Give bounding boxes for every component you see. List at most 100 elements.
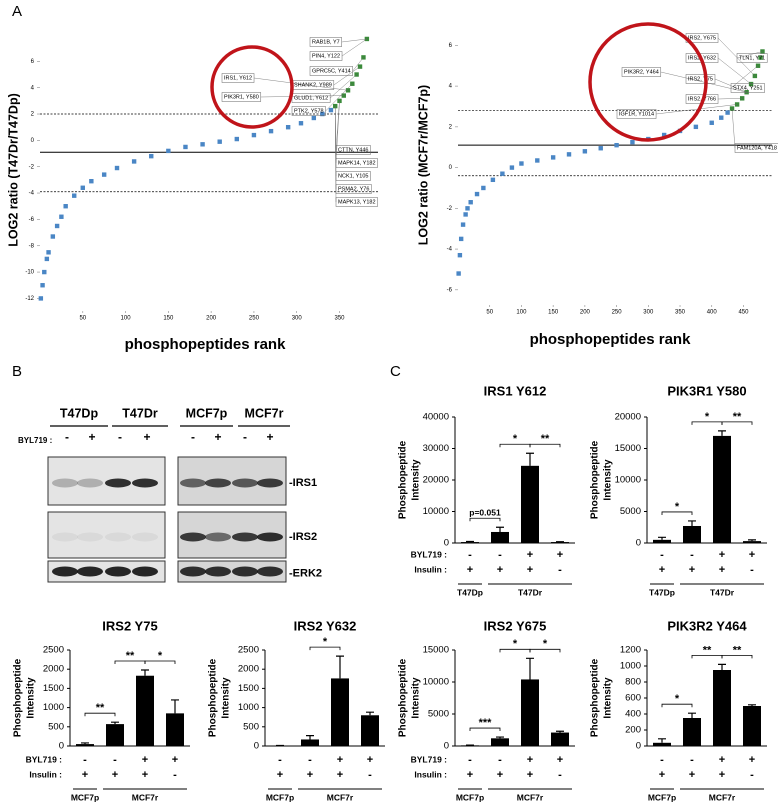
data-point [59, 214, 64, 219]
treatment-label: BYL719 : [18, 436, 52, 445]
y-tick-label: 500 [48, 721, 64, 732]
y-tick-label: -4 [447, 247, 453, 253]
condition-label: BYL719 : [26, 754, 63, 764]
data-point [114, 165, 120, 171]
error-bar [718, 430, 726, 436]
bar [461, 745, 479, 746]
annotation-leader [730, 65, 759, 89]
annotation-leader [335, 100, 340, 164]
condition-label: Insulin : [414, 564, 447, 574]
y-tick-label: 15000 [615, 443, 641, 454]
x-tick-label: 200 [580, 310, 591, 316]
error-bar [81, 742, 89, 745]
error-bar [748, 539, 756, 542]
bar [301, 739, 319, 746]
point-annotation: NCK1, Y105 [338, 173, 368, 179]
blot-band [105, 532, 131, 542]
annotation-leader [341, 38, 367, 43]
point-annotation: STX4, Y251 [733, 85, 763, 91]
treatment-sign: + [266, 430, 273, 444]
y-tick-label: 1500 [238, 683, 259, 694]
y-tick-label: -10 [25, 270, 34, 276]
bar [743, 706, 761, 746]
cell-line-label: MCF7r [245, 406, 284, 420]
y-axis-label: Phosphopeptide [13, 658, 24, 737]
blot-band [180, 566, 206, 577]
data-point [54, 223, 60, 229]
annotation-leader [325, 83, 353, 112]
blot-band [132, 566, 158, 577]
x-tick-label: 250 [249, 316, 260, 322]
significance-bracket [469, 517, 501, 522]
group-label: MCF7r [517, 792, 544, 802]
condition-sign: + [277, 769, 283, 781]
group-label: T47Dp [649, 587, 675, 597]
y-tick-label: 600 [625, 693, 641, 704]
band-label: -IRS1 [289, 477, 317, 489]
y-tick-label: 4 [31, 85, 35, 91]
condition-label: Insulin : [414, 769, 447, 779]
condition-sign: + [749, 549, 755, 561]
x-tick-label: 400 [707, 310, 718, 316]
blot-band [257, 478, 283, 488]
point-annotation: PIN4, Y122 [312, 53, 340, 59]
data-point [465, 206, 470, 211]
x-tick-label: 100 [516, 310, 527, 316]
blot-band [105, 566, 131, 577]
data-point [364, 36, 370, 42]
condition-sign: - [113, 754, 117, 766]
y-tick-label: 0 [636, 538, 641, 549]
blot-band [205, 532, 231, 542]
treatment-sign: - [191, 430, 195, 444]
condition-sign: - [750, 769, 754, 781]
data-point [298, 121, 304, 126]
bar [106, 724, 124, 746]
error-bar [718, 663, 726, 670]
data-point [200, 142, 205, 147]
blot-band [77, 532, 103, 542]
data-point [456, 271, 461, 276]
x-tick-label: 200 [206, 316, 217, 322]
panel-label: C [390, 363, 401, 380]
y-tick-label: 20000 [423, 475, 449, 486]
y-axis-label: Phosphopeptide [590, 440, 601, 519]
y-axis-label: Intensity [221, 677, 232, 719]
significance-label: *** [479, 717, 493, 729]
group-label: MCF7r [132, 792, 159, 802]
error-bar [141, 669, 149, 676]
significance-bracket [469, 727, 501, 732]
data-point [166, 148, 171, 154]
condition-sign: - [558, 769, 562, 781]
significance-bracket [144, 660, 176, 664]
point-annotation: PIK3R2, Y464 [624, 69, 659, 75]
bar [361, 715, 379, 746]
data-point [38, 296, 44, 301]
y-tick-label: 15000 [423, 645, 449, 656]
blot-band [232, 566, 258, 577]
y-tick-label: 30000 [423, 443, 449, 454]
condition-sign: + [82, 769, 88, 781]
data-point [693, 124, 699, 130]
y-tick-label: 5000 [620, 506, 641, 517]
condition-sign: + [467, 769, 473, 781]
point-annotation: MAPK13, Y182 [338, 199, 376, 205]
condition-sign: - [468, 549, 472, 561]
y-tick-label: 0 [444, 741, 449, 752]
y-axis-label: Intensity [411, 459, 422, 501]
data-point [725, 110, 730, 115]
point-annotation: PSMA2, Y76 [338, 186, 369, 192]
significance-label: ** [126, 650, 135, 662]
significance-label: * [675, 693, 680, 705]
condition-sign: - [173, 769, 177, 781]
x-tick-label: 250 [612, 310, 623, 316]
error-bar [526, 452, 534, 466]
data-point [285, 124, 291, 130]
bar [653, 742, 671, 746]
point-annotation: GLUD1, Y612 [294, 95, 328, 101]
y-tick-label: 2 [449, 124, 453, 130]
x-tick-label: 50 [79, 316, 86, 322]
treatment-sign: + [88, 430, 95, 444]
significance-label: * [675, 501, 680, 513]
point-annotation: GPRC5C, Y414 [312, 68, 351, 74]
error-bar [111, 721, 119, 725]
